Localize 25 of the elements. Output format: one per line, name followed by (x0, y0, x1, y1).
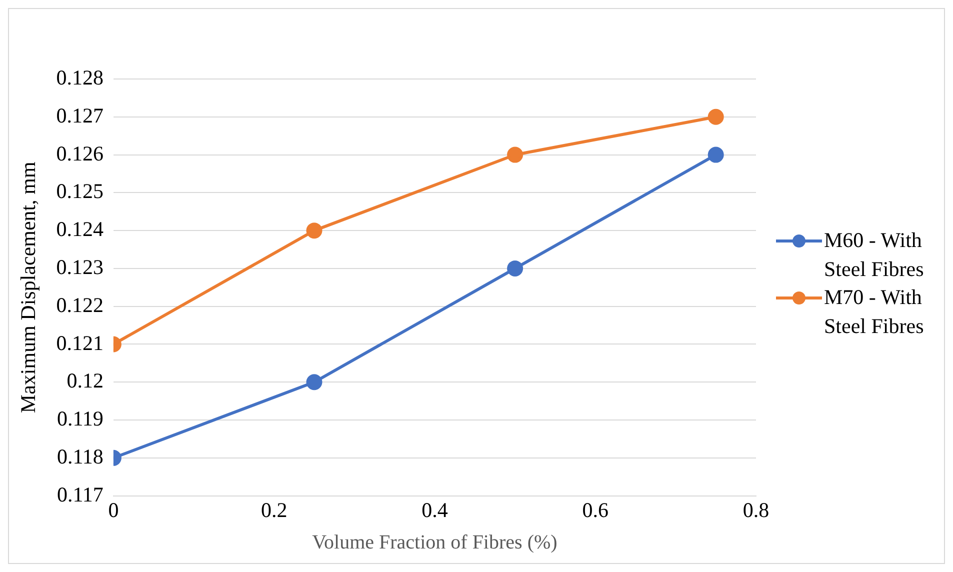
point (507, 260, 524, 276)
y-tick-label: 0.126 (56, 141, 104, 166)
y-tick-label: 0.128 (56, 66, 104, 90)
y-tick-label: 0.123 (56, 254, 104, 279)
y-axis-title: Maximum Displacement, mm (16, 162, 40, 414)
y-tick-label: 0.121 (56, 330, 104, 355)
x-tick-label: 0 (108, 498, 119, 522)
y-tick-label: 0.119 (56, 406, 104, 431)
legend-label: M70 - With Steel Fibres (824, 284, 925, 340)
legend-label: M60 - With Steel Fibres (824, 227, 925, 283)
y-tick-label: 0.12 (66, 368, 104, 393)
point (708, 108, 724, 125)
y-tick-label: 0.124 (56, 217, 104, 242)
point (507, 146, 524, 163)
x-axis-title: Volume Fraction of Fibres (%) (312, 531, 558, 554)
y-tick-label: 0.122 (56, 292, 104, 317)
y-tick-label: 0.125 (56, 179, 104, 204)
x-tick-label: 0.4 (422, 498, 448, 522)
point (708, 146, 724, 163)
y-tick-label: 0.117 (56, 482, 104, 506)
x-tick-label: 0.8 (742, 498, 770, 522)
y-tick-label: 0.127 (56, 103, 104, 128)
x-tick-label: 0.6 (582, 498, 608, 522)
y-tick-label: 0.118 (56, 444, 104, 468)
x-tick-label: 0.2 (260, 498, 288, 522)
